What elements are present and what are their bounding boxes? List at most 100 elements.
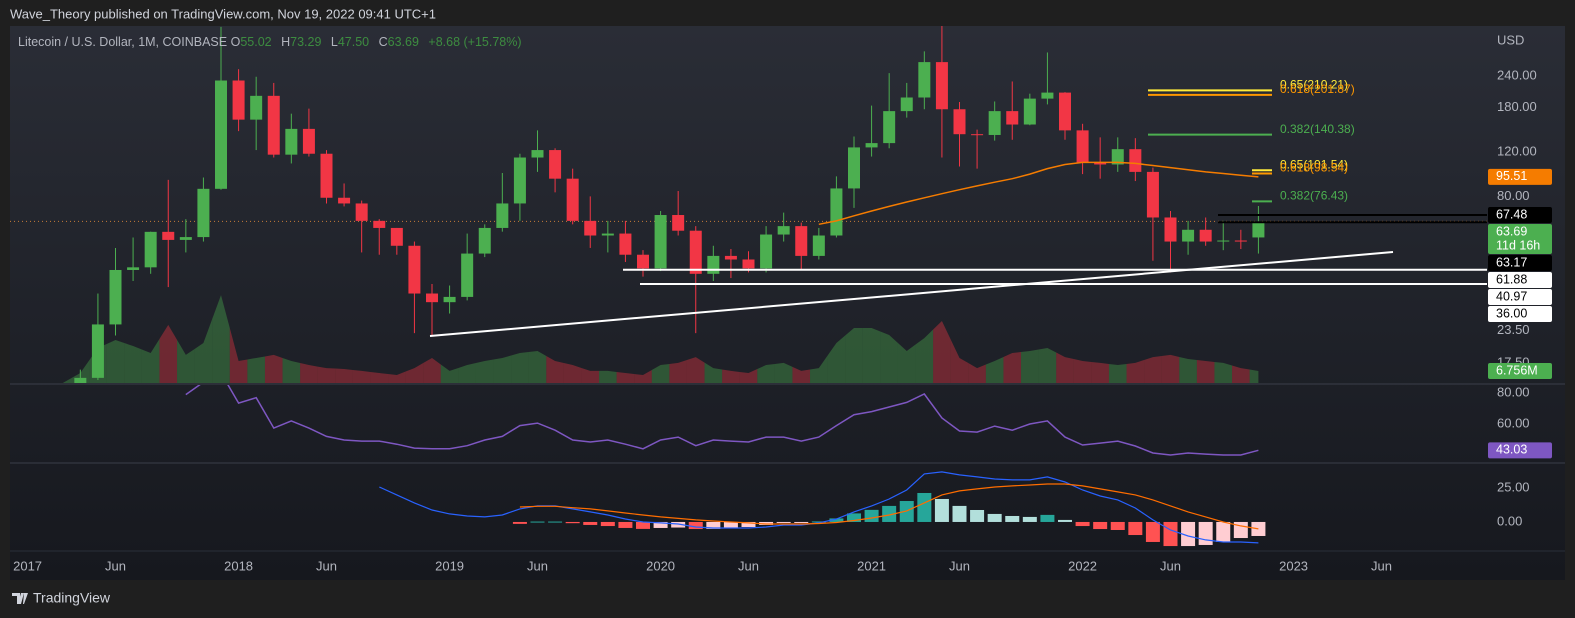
volume-area	[177, 339, 195, 383]
macd-histogram-bar	[583, 521, 598, 525]
candle-body	[373, 220, 386, 228]
candle-body	[1129, 149, 1142, 172]
volume-area	[493, 355, 512, 383]
candle-body	[109, 269, 122, 325]
volume-area	[264, 354, 283, 383]
volume-area	[810, 355, 828, 383]
macd-histogram-bar	[864, 509, 879, 522]
macd-histogram-bar	[741, 521, 756, 528]
ohlc-label: O	[230, 35, 241, 49]
candle-body	[566, 178, 579, 221]
price-scale: 240.00180.00120.0080.0023.5017.5080.0060…	[1488, 67, 1552, 528]
price-label: 36.00	[1496, 306, 1527, 320]
volume-area	[985, 356, 1004, 383]
change-value: +8.68 (+15.78%)	[428, 35, 522, 49]
volume-area	[1073, 359, 1092, 383]
price-label: 63.69	[1496, 224, 1527, 238]
macd-pane	[379, 471, 1266, 547]
price-label-box	[1488, 306, 1552, 323]
volume-area	[247, 356, 265, 383]
fib-label: 0.382(76.43)	[1280, 189, 1348, 203]
macd-histogram-bar	[636, 521, 650, 529]
candle-body	[285, 128, 298, 155]
candle-body	[1076, 130, 1089, 163]
volume-area	[141, 338, 160, 383]
candle-body	[232, 80, 245, 120]
candle-body	[795, 226, 808, 256]
candle-body	[1146, 171, 1159, 218]
candle-body	[1234, 240, 1247, 242]
candle-body	[724, 255, 737, 260]
candle-body	[883, 111, 896, 144]
macd-histogram-bar	[917, 492, 932, 522]
candle-body	[267, 95, 280, 155]
price-label-box	[1488, 207, 1552, 224]
candle-body	[1164, 217, 1177, 242]
macd-histogram-bar	[530, 521, 545, 523]
x-tick-label: 2020	[646, 558, 675, 573]
candle-body	[338, 197, 351, 204]
candle-body	[513, 157, 526, 204]
macd-histogram-bar	[1128, 521, 1143, 536]
candle-body	[654, 215, 667, 269]
x-tick-label: Jun	[527, 558, 548, 573]
moving-average	[818, 161, 1259, 226]
x-tick-label: 2018	[224, 558, 253, 573]
volume-area	[62, 360, 90, 383]
volume-area	[827, 335, 846, 383]
volume-area	[1214, 361, 1233, 383]
macd-histogram-bar	[1005, 515, 1020, 522]
x-tick-label: 2023	[1279, 558, 1308, 573]
volume-area	[1038, 348, 1057, 383]
volume-area	[722, 369, 740, 383]
macd-histogram-bar	[1145, 521, 1160, 542]
drawings: 0.65(210.21)0.618(201.87) 0.382(140.38) 0.…	[429, 78, 1487, 337]
macd-histogram-bar	[1093, 521, 1108, 530]
footer-brand: TradingView	[33, 590, 111, 606]
candle-body	[408, 245, 421, 294]
candle-body	[1217, 240, 1230, 242]
candle-body	[443, 296, 456, 303]
volume-area	[757, 363, 775, 383]
price-label: 67.48	[1496, 207, 1527, 221]
candle-body	[1094, 162, 1107, 165]
ohlc-value: 73.29	[290, 35, 322, 49]
volume-area	[106, 340, 125, 383]
x-tick-label: Jun	[105, 558, 126, 573]
macd-histogram-bar	[688, 521, 703, 530]
candle-body	[1059, 92, 1071, 131]
candle-body	[355, 203, 368, 221]
volume-area	[669, 359, 687, 383]
volume-area	[405, 363, 424, 383]
volume-area	[1196, 359, 1215, 383]
volume-area	[933, 321, 951, 383]
candle-body	[91, 324, 104, 378]
macd-histogram-bar	[882, 505, 897, 522]
ohlc-label: H	[281, 35, 291, 49]
symbol-name: Litecoin / U.S. Dollar, 1M, COINBASE	[18, 35, 228, 49]
macd-histogram-bar	[829, 518, 844, 522]
candle-body	[74, 377, 87, 383]
rsi-label-box	[1488, 442, 1552, 459]
ohlc-label: C	[378, 35, 388, 49]
macd-histogram-bar	[1075, 521, 1090, 527]
price-label-box	[1488, 224, 1552, 255]
x-tick-label: 2017	[13, 558, 42, 573]
price-label-box	[1488, 168, 1552, 185]
macd-histogram-bar	[934, 498, 949, 522]
macd-histogram-bar	[723, 521, 738, 528]
price-label-box	[1488, 289, 1552, 306]
macd-histogram-bar	[794, 521, 809, 523]
price-pane	[10, 26, 1487, 383]
macd-histogram-bar	[1216, 521, 1231, 542]
volume-area	[458, 363, 476, 383]
volume-area	[511, 352, 529, 383]
volume-area	[300, 363, 318, 383]
candle-body	[619, 233, 632, 255]
x-tick-label: 2019	[435, 558, 464, 573]
volume-area	[423, 357, 441, 383]
candle-body	[988, 111, 1001, 135]
volume-area	[563, 363, 582, 383]
macd-histogram-bar	[1181, 521, 1196, 547]
